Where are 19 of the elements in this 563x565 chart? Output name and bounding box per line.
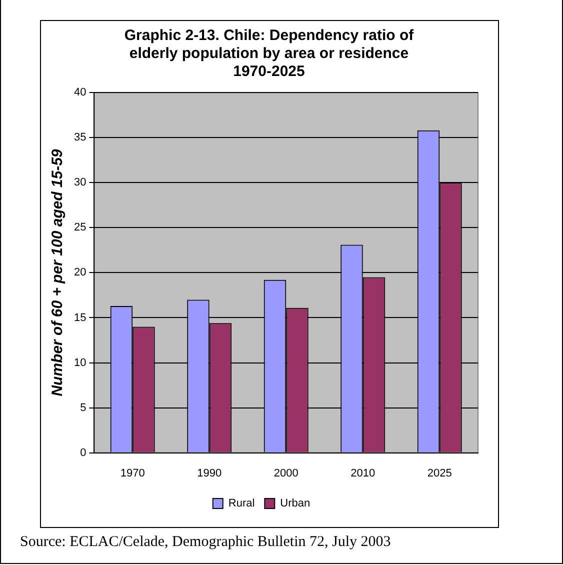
y-tick-label: 5 bbox=[80, 402, 86, 414]
y-tick-label: 35 bbox=[74, 132, 86, 144]
y-tick-label: 15 bbox=[74, 312, 86, 324]
y-tick-label: 20 bbox=[74, 266, 86, 279]
legend-label: Urban bbox=[280, 498, 310, 510]
y-tick-label: 0 bbox=[80, 446, 86, 459]
x-tick-label: 1970 bbox=[120, 467, 145, 480]
chart-title: Graphic 2-13. Chile: Dependency ratio of elderly population by area or residence 1970-2025 bbox=[123, 27, 415, 81]
y-tick-label: 25 bbox=[74, 222, 86, 234]
x-tick-label: 2010 bbox=[350, 467, 376, 480]
y-tick-label: 30 bbox=[74, 176, 86, 189]
x-tick-label: 2000 bbox=[274, 467, 298, 480]
x-tick-label: 1990 bbox=[197, 467, 222, 480]
legend-label: Rural bbox=[228, 498, 255, 510]
y-tick-label: 40 bbox=[74, 86, 86, 99]
x-tick-label: 2025 bbox=[427, 467, 452, 480]
source-note: Source: ECLAC/Celade, Demographic Bulletin 72, July 2003 bbox=[20, 534, 391, 551]
y-tick-label: 10 bbox=[74, 356, 86, 369]
y-axis-title: Number of 60 + per 100 aged 15-59 bbox=[49, 148, 66, 396]
